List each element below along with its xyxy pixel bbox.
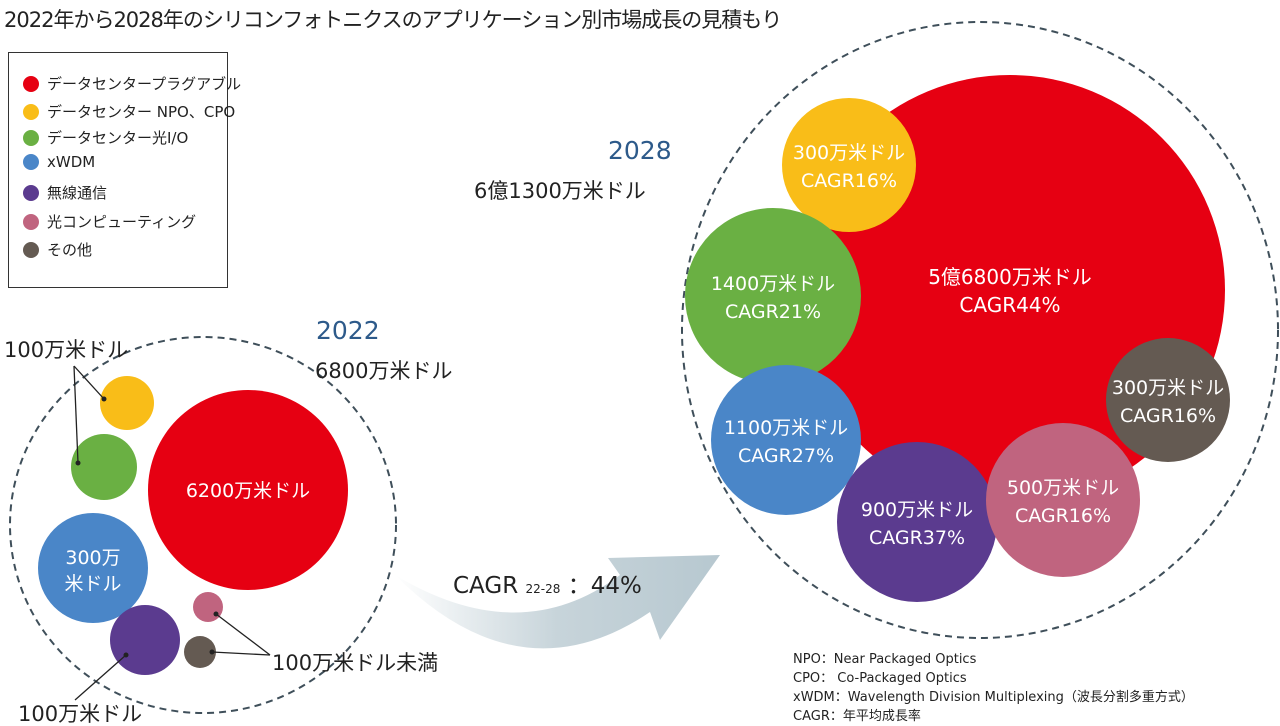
legend-dot-icon (23, 241, 39, 258)
bubble-2028-3 (711, 365, 861, 515)
legend-label: その他 (47, 241, 93, 259)
legend-item: データセンター NPO、CPO (23, 101, 235, 122)
bubble-2028-2 (685, 208, 861, 384)
bubble-2022-6 (184, 636, 216, 668)
bubble-cagr-label: CAGR21% (725, 301, 821, 323)
legend: データセンタープラグアブル データセンター NPO、CPO データセンター光I/O x… (8, 52, 241, 288)
bubble-2022-4 (110, 605, 180, 675)
growth-arrow (395, 555, 720, 649)
total-2028: 6億1300万米ドル (474, 179, 646, 203)
bubble-cagr-label: CAGR16% (1015, 505, 1111, 527)
cagr-value: ：44% (567, 573, 642, 599)
legend-item: xWDM (23, 153, 95, 171)
legend-label: 無線通信 (47, 184, 108, 202)
bubble-value-label: 6200万米ドル (186, 480, 310, 502)
bubble-cagr-label: CAGR27% (738, 445, 834, 467)
cagr-period: 22-28 (525, 582, 561, 596)
year-2022: 2022 (316, 316, 380, 345)
note-cagr: CAGR：年平均成長率 (793, 709, 921, 724)
legend-label: xWDM (47, 153, 96, 171)
legend-dot-icon (23, 75, 39, 92)
bubble-2022-0 (148, 390, 348, 590)
bubble-cagr-label: CAGR37% (869, 527, 965, 549)
bubble-value-label: 1400万米ドル (711, 273, 835, 295)
bubble-value-label: 300万米ドル (793, 142, 905, 164)
bubble-cagr-label: CAGR16% (1120, 405, 1216, 427)
legend-dot-icon (23, 103, 39, 120)
legend-dot-icon (23, 129, 39, 146)
bubble-2028-5 (986, 423, 1140, 577)
bubble-2022-1 (100, 376, 154, 430)
legend-dot-icon (23, 184, 39, 201)
bubble-value-label: 500万米ドル (1007, 477, 1119, 499)
bubble-value-label: 5億6800万米ドル (928, 265, 1092, 289)
callout-bottom: 100万米ドル (18, 702, 143, 726)
bubble-value-label: 300万米ドル (1112, 377, 1224, 399)
legend-item: データセンター光I/O (23, 127, 188, 148)
bubble-2028-1 (782, 98, 916, 232)
note-cpo: CPO： Co-Packaged Optics (793, 671, 967, 686)
note-xwdm: xWDM：Wavelength Division Multiplexing（波長… (793, 690, 1194, 705)
bubble-label: 300万 (65, 547, 120, 569)
bubble-label: 米ドル (64, 573, 121, 595)
total-2022: 6800万米ドル (315, 359, 453, 383)
legend-item: 無線通信 (23, 182, 107, 203)
callout-lines (73, 365, 271, 701)
callout-under: 100万米ドル未満 (272, 651, 439, 675)
bubble-2022-5 (193, 592, 223, 622)
legend-dot-icon (23, 154, 39, 170)
bubble-2022-3 (38, 513, 148, 623)
bubble-2028-6 (1106, 338, 1230, 462)
bubble-2028-4 (837, 442, 997, 602)
group-2028-boundary (681, 21, 1279, 639)
legend-label: データセンター光I/O (47, 129, 189, 147)
legend-label: データセンタープラグアブル (47, 75, 242, 93)
legend-label: データセンター NPO、CPO (47, 103, 236, 121)
legend-item: その他 (23, 239, 92, 260)
legend-dot-icon (23, 213, 39, 230)
cagr-label: CAGR (453, 573, 519, 599)
bubble-2022-2 (71, 434, 137, 500)
bubble-value-label: 1100万米ドル (724, 417, 848, 439)
legend-label: 光コンピューティング (47, 213, 197, 231)
note-npo: NPO：Near Packaged Optics (793, 652, 977, 667)
year-2028: 2028 (608, 136, 672, 165)
legend-item: 光コンピューティング (23, 211, 196, 232)
bubble-cagr-label: CAGR44% (959, 293, 1060, 317)
bubble-value-label: 900万米ドル (861, 499, 973, 521)
bubble-cagr-label: CAGR16% (801, 170, 897, 192)
chart-title: 2022年から2028年のシリコンフォトニクスのアプリケーション別市場成長の見積… (4, 8, 782, 32)
legend-item: データセンタープラグアブル (23, 73, 241, 94)
group-2022-boundary (9, 336, 397, 714)
callout-top: 100万米ドル (4, 338, 129, 362)
cagr-arrow-label: CAGR 22-28 ：44% (453, 566, 642, 600)
